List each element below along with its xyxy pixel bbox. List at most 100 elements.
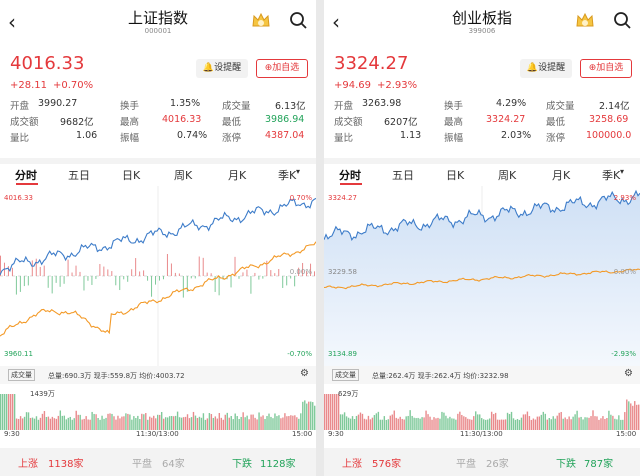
- volume-bar: [419, 418, 421, 430]
- volume-bar: [302, 401, 304, 430]
- volume-bar: [109, 413, 111, 430]
- settings-gear-icon[interactable]: ⚙: [624, 368, 633, 379]
- volume-bar: [264, 418, 266, 430]
- change-percent: +2.93%: [377, 80, 418, 91]
- flow-bar: [31, 260, 33, 276]
- volume-bar: [210, 414, 213, 430]
- index-code: 000001: [144, 27, 172, 35]
- crown-mascot-icon[interactable]: [575, 10, 595, 30]
- volume-bar: [5, 394, 8, 430]
- flow-bar: [286, 276, 288, 286]
- volume-bar: [111, 413, 113, 430]
- flat-count: 64家: [162, 459, 185, 470]
- volume-bar: [17, 418, 20, 430]
- flow-bar: [194, 276, 196, 279]
- volume-bar: [383, 416, 386, 430]
- tab-weekly-k[interactable]: 周K: [174, 169, 193, 182]
- volume-bar: [248, 419, 250, 430]
- volume-bar: [488, 418, 491, 430]
- tab-intraday[interactable]: 分时: [15, 169, 37, 182]
- volume-bar: [482, 419, 485, 430]
- volume-bar: [506, 412, 509, 430]
- volume-bar: [178, 417, 181, 430]
- flow-bar: [218, 276, 220, 296]
- volume-bar: [133, 416, 135, 430]
- volume-bar: [3, 394, 6, 430]
- dropdown-icon[interactable]: ▾: [296, 167, 301, 176]
- volume-bar: [91, 411, 93, 430]
- volume-bar: [51, 416, 54, 430]
- volume-bar: [588, 417, 590, 430]
- flow-bar: [310, 263, 312, 276]
- stats-grid: 开盘 3990.27 换手 1.35% 成交量 6.13亿 成交额 9682亿 最高 4016.…: [10, 98, 306, 144]
- set-alert-button[interactable]: 🔔设提醒: [520, 59, 572, 78]
- volume-bar: [554, 418, 556, 430]
- volume-bar: [534, 419, 537, 430]
- volume-bar: [242, 412, 244, 430]
- volume-bar: [23, 416, 26, 430]
- tab-intraday[interactable]: 分时: [339, 169, 361, 182]
- tab-five-day[interactable]: 五日: [392, 169, 414, 182]
- flow-bar: [198, 256, 200, 276]
- tab-weekly-k[interactable]: 周K: [498, 169, 517, 182]
- volume-bar: [610, 414, 612, 430]
- flow-bar: [131, 269, 133, 276]
- flow-bar: [103, 266, 105, 276]
- settings-gear-icon[interactable]: ⚙: [300, 368, 309, 379]
- crown-mascot-icon[interactable]: [251, 10, 271, 30]
- volume-bar: [115, 419, 117, 430]
- volume-bar: [254, 417, 256, 430]
- volume-bar: [180, 417, 183, 430]
- volume-bar: [256, 419, 258, 430]
- volume-bar: [244, 417, 246, 430]
- volume-bar: [268, 413, 270, 430]
- flow-bar: [290, 276, 292, 279]
- volume-chart[interactable]: 629万: [324, 384, 640, 430]
- volume-bar: [407, 415, 409, 430]
- tab-daily-k[interactable]: 日K: [122, 169, 141, 182]
- search-icon[interactable]: [288, 10, 308, 30]
- volume-bar: [186, 414, 189, 430]
- intraday-chart[interactable]: 4016.33 0.70% 0.00% 3960.11 -0.70%: [0, 186, 316, 366]
- page-title: 上证指数: [127, 9, 188, 27]
- volume-chart[interactable]: 1439万: [0, 384, 316, 430]
- volume-bar: [389, 415, 391, 430]
- add-favorite-button[interactable]: ⊕加自选: [580, 59, 632, 78]
- add-favorite-button[interactable]: ⊕加自选: [256, 59, 308, 78]
- volume-bar: [85, 416, 87, 430]
- tab-daily-k[interactable]: 日K: [446, 169, 465, 182]
- tab-monthly-k[interactable]: 月K: [552, 169, 571, 182]
- volume-bar: [337, 394, 340, 430]
- intraday-chart[interactable]: 3324.27 2.93% 3229.58 0.00% 3134.89 -2.9…: [324, 186, 640, 366]
- volume-bar: [347, 417, 350, 430]
- flow-bar: [186, 276, 188, 292]
- volume-bar: [35, 416, 38, 430]
- tab-quarterly-k[interactable]: 季K: [602, 169, 621, 182]
- volume-bar: [457, 413, 459, 430]
- volume-bar: [160, 411, 163, 430]
- tab-quarterly-k[interactable]: 季K: [278, 169, 297, 182]
- volume-bar: [618, 415, 620, 430]
- volume-bar: [63, 415, 65, 430]
- volume-bar: [540, 414, 543, 430]
- back-arrow-icon[interactable]: ‹: [332, 10, 340, 34]
- volume-bar: [139, 419, 141, 430]
- back-arrow-icon[interactable]: ‹: [8, 10, 16, 34]
- search-icon[interactable]: [612, 10, 632, 30]
- flow-bar: [202, 257, 204, 276]
- dropdown-icon[interactable]: ▾: [620, 167, 625, 176]
- volume-bar: [188, 418, 191, 430]
- volume-tab[interactable]: 成交量: [8, 369, 35, 381]
- flow-bar: [274, 273, 276, 276]
- set-alert-button[interactable]: 🔔设提醒: [196, 59, 248, 78]
- tab-five-day[interactable]: 五日: [68, 169, 90, 182]
- up-count: 576家: [372, 459, 402, 470]
- tab-monthly-k[interactable]: 月K: [228, 169, 247, 182]
- volume-bar: [149, 416, 151, 430]
- volume-bar: [57, 415, 60, 430]
- flow-bar: [7, 266, 9, 276]
- volume-bar: [355, 415, 358, 430]
- volume-tab[interactable]: 成交量: [332, 369, 359, 381]
- volume-bar: [89, 419, 91, 430]
- volume-bar: [385, 419, 388, 430]
